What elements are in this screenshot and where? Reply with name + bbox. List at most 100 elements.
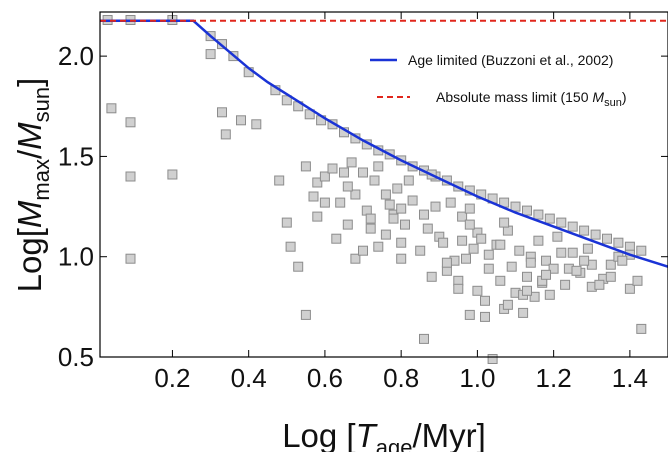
- scatter-point: [251, 119, 262, 130]
- scatter-point: [464, 309, 475, 320]
- scatter-point: [567, 247, 578, 258]
- scatter-point: [380, 229, 391, 240]
- legend: Age limited (Buzzoni et al., 2002) Absol…: [370, 52, 627, 109]
- scatter-point: [380, 189, 391, 200]
- scatter-point: [495, 239, 506, 250]
- scatter-point: [605, 259, 616, 270]
- x-tick-label: 0.8: [383, 363, 419, 393]
- x-tick-label: 0.4: [231, 363, 267, 393]
- scatter-point: [392, 183, 403, 194]
- scatter-point: [518, 307, 529, 318]
- scatter-point: [342, 219, 353, 230]
- x-tick-label: 0.6: [307, 363, 343, 393]
- scatter-point: [281, 217, 292, 228]
- scatter-point: [453, 283, 464, 294]
- scatter-point: [396, 237, 407, 248]
- scatter-point: [441, 257, 452, 268]
- scatter-point: [403, 175, 414, 186]
- scatter-point: [582, 243, 593, 254]
- scatter-point: [342, 181, 353, 192]
- axis-ticks: 0.2 0.4 0.6 0.8 1.0 1.2 1.4 0.5 1.0 1.5 2.0: [58, 12, 668, 393]
- scatter-point: [552, 231, 563, 242]
- scatter-point: [506, 261, 517, 272]
- scatter-point: [567, 221, 578, 232]
- scatter-point: [624, 283, 635, 294]
- scatter-point: [548, 263, 559, 274]
- scatter-point: [339, 167, 349, 178]
- scatter-point: [571, 265, 582, 276]
- plot-frame: [99, 11, 668, 358]
- x-tick-label: 1.0: [459, 363, 495, 393]
- scatter-point: [285, 241, 296, 252]
- legend-label-mass-limit: Absolute mass limit (150 Msun): [436, 89, 627, 109]
- scatter-point: [327, 163, 338, 174]
- scatter-point: [472, 285, 483, 296]
- scatter-point: [346, 157, 357, 168]
- scatter-point: [281, 95, 292, 106]
- scatter-point: [445, 197, 456, 208]
- scatter-point: [407, 195, 418, 206]
- scatter-point: [319, 171, 330, 182]
- scatter-point: [220, 129, 231, 140]
- scatter-point: [358, 167, 368, 178]
- scatter-point: [613, 237, 624, 248]
- scatter-point: [579, 255, 590, 266]
- scatter-point: [365, 213, 376, 224]
- scatter-point: [476, 233, 487, 244]
- scatter-point: [499, 217, 510, 228]
- scatter-point: [125, 117, 136, 128]
- scatter-point: [457, 211, 468, 222]
- y-tick-label: 0.5: [58, 342, 94, 372]
- scatter-point: [522, 285, 532, 296]
- scatter-point: [533, 235, 544, 246]
- scatter-point: [312, 211, 323, 222]
- scatter-point: [308, 191, 319, 202]
- scatter-point: [602, 233, 612, 244]
- series-lines: [100, 19, 668, 268]
- scatter-point: [594, 279, 605, 290]
- scatter-point: [522, 205, 532, 216]
- scatter-point: [579, 225, 590, 236]
- scatter-point: [483, 263, 494, 274]
- scatter-point: [358, 245, 368, 256]
- scatter-point: [457, 235, 468, 246]
- scatter-point: [205, 49, 216, 60]
- scatter-point: [422, 223, 433, 234]
- y-axis-title: Log[Mmax/Msun]: [11, 78, 54, 293]
- scatter-point: [560, 279, 571, 290]
- scatter-point: [636, 323, 647, 334]
- scatter-point: [636, 245, 647, 256]
- scatter-point: [274, 175, 285, 186]
- scatter-point: [541, 269, 551, 280]
- scatter-point: [480, 311, 490, 322]
- series-line-age-limited: [100, 19, 668, 268]
- scatter-point: [331, 233, 342, 244]
- scatter-point: [125, 171, 136, 182]
- scatter-point: [335, 197, 346, 208]
- scatter-point: [468, 243, 479, 254]
- scatter-point: [217, 107, 227, 118]
- scatter-point: [556, 247, 567, 258]
- scatter-point: [480, 295, 490, 306]
- scatter-point: [533, 209, 544, 220]
- legend-label-age-limited: Age limited (Buzzoni et al., 2002): [408, 52, 613, 68]
- scatter-point: [632, 275, 643, 286]
- scatter-point: [167, 169, 178, 180]
- scatter-point: [430, 201, 441, 212]
- scatter-point: [502, 299, 513, 310]
- scatter-point: [590, 229, 601, 240]
- scatter-point: [384, 199, 395, 210]
- scatter-point: [438, 237, 449, 248]
- scatter-point: [236, 115, 246, 126]
- scatter-point: [293, 261, 304, 272]
- y-tick-label: 2.0: [58, 41, 94, 71]
- scatter-point: [373, 241, 384, 252]
- scatter-point: [487, 354, 498, 364]
- x-axis-title: Log [Tage/Myr]: [282, 417, 486, 452]
- scatter-point: [544, 213, 555, 224]
- x-tick-label: 1.2: [536, 363, 572, 393]
- scatter-point: [125, 253, 136, 264]
- scatter-point: [541, 255, 551, 266]
- scatter-point: [350, 189, 361, 200]
